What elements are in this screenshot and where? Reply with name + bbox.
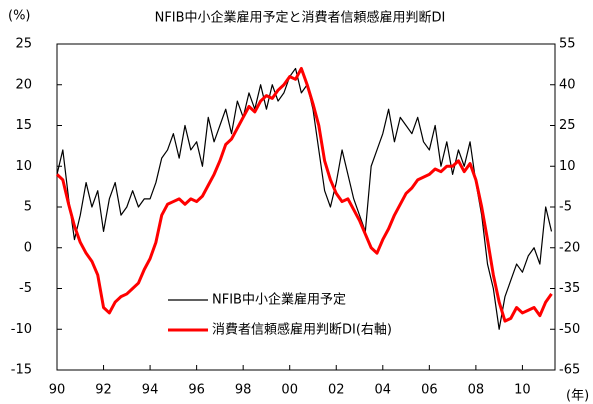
x-tick-label: 90 <box>49 383 66 398</box>
y-tick-label: 10 <box>15 159 32 174</box>
x-tick-label: 06 <box>421 383 438 398</box>
series-line <box>56 67 553 330</box>
y-tick-label: -10 <box>11 322 32 337</box>
y-unit: (%) <box>8 9 31 24</box>
y-tick-label: 25 <box>15 37 32 52</box>
series-line <box>55 66 553 323</box>
y2-tick-label: -35 <box>559 281 580 296</box>
y-tick-label: -15 <box>11 363 32 378</box>
x-tick-label: 94 <box>142 383 159 398</box>
y2-tick-label: 40 <box>559 77 576 92</box>
x-tick-label: 92 <box>95 383 112 398</box>
legend-label: 消費者信頼感雇用判断DI(右軸) <box>212 322 392 338</box>
x-unit: (年) <box>566 389 589 404</box>
y2-tick-label: -50 <box>559 322 580 337</box>
legend-label: NFIB中小企業雇用予定 <box>212 292 346 308</box>
y-tick-label: 20 <box>15 77 32 92</box>
y2-tick-label: -65 <box>559 363 580 378</box>
y2-tick-label: 10 <box>559 159 576 174</box>
y2-tick-label: -5 <box>559 200 572 215</box>
y2-tick-label: -20 <box>559 240 580 255</box>
x-tick-label: 04 <box>375 383 392 398</box>
x-tick-label: 00 <box>281 383 298 398</box>
x-tick-label: 02 <box>328 383 345 398</box>
x-tick-label: 98 <box>235 383 252 398</box>
y2-tick-label: 25 <box>559 118 576 133</box>
y-tick-label: 5 <box>24 200 32 215</box>
x-tick-label: 08 <box>468 383 485 398</box>
y-tick-label: 0 <box>24 240 32 255</box>
y-tick-label: -5 <box>19 281 32 296</box>
y2-tick-label: 55 <box>559 37 576 52</box>
chart-title: NFIB中小企業雇用予定と消費者信頼感雇用判断DI <box>155 10 446 26</box>
x-tick-label: 10 <box>514 383 531 398</box>
x-tick-label: 96 <box>188 383 205 398</box>
y-tick-label: 15 <box>15 118 32 133</box>
